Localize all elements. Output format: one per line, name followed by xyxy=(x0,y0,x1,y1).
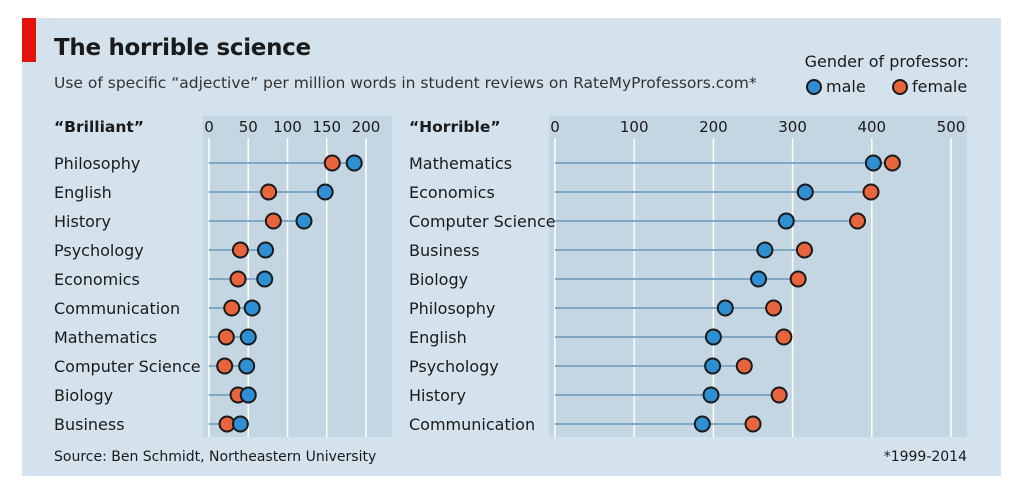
category-label: English xyxy=(409,328,467,347)
male-dot xyxy=(345,154,363,172)
female-dot xyxy=(229,270,247,288)
category-label: Economics xyxy=(409,183,495,202)
category-label: English xyxy=(54,183,112,202)
female-dot xyxy=(260,183,278,201)
female-dot xyxy=(775,328,793,346)
male-dot xyxy=(777,212,795,230)
legend-label-male: male xyxy=(826,77,866,96)
category-label: Mathematics xyxy=(409,154,512,173)
legend-label-female: female xyxy=(912,77,968,96)
male-dot xyxy=(239,386,257,404)
male-dot xyxy=(704,357,722,375)
category-label: Communication xyxy=(54,299,180,318)
female-dot xyxy=(744,415,762,433)
male-dot xyxy=(239,328,257,346)
legend-item-male: male xyxy=(806,77,866,96)
tick-label: 0 xyxy=(550,118,560,136)
tick-label: 200 xyxy=(352,118,381,136)
male-dot xyxy=(702,386,720,404)
male-dot xyxy=(231,415,249,433)
male-dot xyxy=(716,299,734,317)
female-dot xyxy=(862,183,880,201)
male-dot xyxy=(750,270,768,288)
legend-item-female: female xyxy=(892,77,967,96)
panel-title: “Brilliant” xyxy=(54,118,144,136)
brand-tag xyxy=(22,18,36,62)
legend-title: Gender of professor: xyxy=(804,52,969,71)
male-dot xyxy=(295,212,313,230)
tick-label: 500 xyxy=(937,118,966,136)
male-dot-icon xyxy=(806,78,822,95)
category-label: Biology xyxy=(54,386,113,405)
female-dot xyxy=(217,328,235,346)
male-dot xyxy=(316,183,334,201)
category-label: History xyxy=(409,386,466,405)
category-label: Computer Science xyxy=(409,212,556,231)
male-dot xyxy=(243,299,261,317)
source-note: Source: Ben Schmidt, Northeastern Univer… xyxy=(54,449,377,465)
panel-title: “Horrible” xyxy=(409,118,501,136)
category-label: Philosophy xyxy=(54,154,140,173)
chart-title: The horrible science xyxy=(54,35,311,61)
female-dot-icon xyxy=(892,78,908,95)
male-dot xyxy=(238,357,256,375)
footnote: *1999-2014 xyxy=(883,449,967,465)
female-dot xyxy=(264,212,282,230)
male-dot xyxy=(796,183,814,201)
category-label: Philosophy xyxy=(409,299,495,318)
female-dot xyxy=(735,357,753,375)
female-dot xyxy=(765,299,783,317)
category-label: Mathematics xyxy=(54,328,157,347)
tick-label: 0 xyxy=(204,118,214,136)
tick-label: 100 xyxy=(273,118,302,136)
category-label: Biology xyxy=(409,270,468,289)
category-label: Psychology xyxy=(54,241,144,260)
male-dot xyxy=(704,328,722,346)
tick-label: 150 xyxy=(312,118,341,136)
female-dot xyxy=(789,270,807,288)
category-label: Business xyxy=(54,415,125,434)
female-dot xyxy=(795,241,813,259)
chart-subtitle: Use of specific “adjective” per million … xyxy=(54,74,757,92)
category-label: Computer Science xyxy=(54,357,201,376)
male-dot xyxy=(864,154,882,172)
female-dot xyxy=(231,241,249,259)
male-dot xyxy=(257,241,275,259)
male-dot xyxy=(256,270,274,288)
female-dot xyxy=(323,154,341,172)
male-dot xyxy=(693,415,711,433)
female-dot xyxy=(849,212,867,230)
male-dot xyxy=(756,241,774,259)
category-label: Business xyxy=(409,241,480,260)
female-dot xyxy=(223,299,241,317)
category-label: Communication xyxy=(409,415,535,434)
category-label: Economics xyxy=(54,270,140,289)
tick-label: 300 xyxy=(778,118,807,136)
tick-label: 200 xyxy=(699,118,728,136)
tick-label: 100 xyxy=(620,118,649,136)
female-dot xyxy=(216,357,234,375)
tick-label: 50 xyxy=(239,118,258,136)
category-label: Psychology xyxy=(409,357,499,376)
female-dot xyxy=(770,386,788,404)
female-dot xyxy=(883,154,901,172)
category-label: History xyxy=(54,212,111,231)
tick-label: 400 xyxy=(857,118,886,136)
